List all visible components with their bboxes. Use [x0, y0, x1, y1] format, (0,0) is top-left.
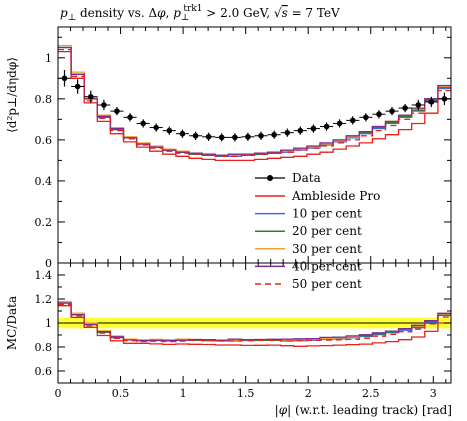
ratio-y-axis-label: MC/Data [5, 296, 19, 350]
legend-label-4: 40 per cent [292, 259, 362, 273]
series-line-4 [58, 46, 451, 156]
data-point-12 [218, 134, 225, 141]
main-ytick-label-0: 0 [45, 257, 52, 270]
ratio-ytick-label-2: 1 [45, 317, 52, 330]
data-point-13 [232, 134, 238, 141]
main-frame [57, 26, 452, 264]
series-line-1 [58, 46, 451, 157]
data-point-9 [179, 130, 186, 137]
legend-entry-2: 20 per cent [255, 224, 362, 238]
ratio-series-line-5 [58, 303, 451, 343]
data-point-1 [74, 83, 81, 90]
ratio-panel: 0.6 0.8 1 1.2 1.4 0 0.5 1 1.5 2 2.5 3 [35, 262, 452, 400]
legend-entry-0: Ambleside Pro [255, 189, 380, 203]
main-ytick-label-4: 0.8 [35, 93, 53, 106]
data-point-0 [61, 75, 68, 82]
data-point-25 [389, 108, 395, 114]
data-point-5 [127, 114, 133, 121]
xtick-label-6: 3 [430, 387, 437, 400]
data-point-7 [153, 124, 160, 131]
xtick-label-5: 2.5 [362, 387, 380, 400]
legend-entry-3: 30 per cent [255, 242, 362, 256]
legend-label-3: 30 per cent [292, 242, 362, 256]
data-point-28 [428, 99, 435, 105]
data-point-23 [363, 114, 369, 121]
data-point-6 [140, 120, 146, 127]
legend-label-5: 50 per cent [292, 277, 362, 291]
chart-title: p⊥ density vs. Δφ, p⊥trk1 > 2.0 GeV, √s … [60, 4, 340, 23]
xtick-label-2: 1 [180, 387, 187, 400]
xtick-label-0: 0 [55, 387, 62, 400]
data-point-27 [415, 102, 422, 108]
ratio-frame [57, 262, 452, 384]
series-line-3 [58, 44, 451, 156]
data-point-17 [284, 129, 291, 136]
data-point-20 [323, 123, 330, 130]
xtick-label-4: 2 [305, 387, 312, 400]
data-point-24 [376, 111, 382, 118]
ratio-ytick-label-3: 1.2 [35, 293, 53, 306]
legend-entry-4: 40 per cent [255, 259, 362, 273]
data-point-4 [114, 108, 120, 114]
data-point-10 [192, 132, 199, 139]
main-panel: 0 0.2 0.4 0.6 0.8 1 [35, 26, 452, 270]
data-point-2 [87, 93, 94, 100]
legend-entry-5: 50 per cent [255, 277, 362, 291]
data-point-18 [297, 127, 304, 134]
ratio-ytick-label-0: 0.6 [35, 365, 53, 378]
legend-label-2: 20 per cent [292, 224, 362, 238]
data-point-21 [336, 120, 343, 127]
data-point-3 [101, 102, 107, 108]
main-ytick-label-5: 1 [45, 52, 52, 65]
legend-entry-data: Data [255, 171, 321, 185]
ratio-series-line-0 [58, 305, 451, 347]
series-line-2 [58, 46, 451, 156]
data-point-22 [349, 117, 356, 124]
main-ytick-label-1: 0.2 [35, 216, 53, 229]
legend-label-1: 10 per cent [292, 207, 362, 221]
ratio-ytick-label-1: 0.8 [35, 341, 53, 354]
legend-entry-1: 10 per cent [255, 207, 362, 221]
data-point-26 [402, 105, 408, 111]
main-ytick-label-3: 0.6 [35, 134, 53, 147]
main-ytick-label-2: 0.4 [35, 175, 53, 188]
data-point-15 [258, 132, 264, 139]
legend-label-0: Ambleside Pro [291, 189, 380, 203]
ratio-ytick-label-4: 1.4 [35, 269, 53, 282]
data-point-14 [245, 133, 251, 140]
series-line-5 [58, 48, 451, 157]
data-point-19 [310, 125, 317, 132]
x-axis-label: |φ| (w.r.t. leading track) [rad] [275, 403, 452, 417]
legend-label-data: Data [292, 171, 321, 185]
xtick-label-3: 1.5 [237, 387, 255, 400]
data-point-16 [271, 131, 277, 138]
y-axis-label: ⟨d²p⊥/dηdφ⟩ [5, 57, 19, 133]
xtick-label-1: 0.5 [112, 387, 130, 400]
data-point-11 [205, 133, 212, 140]
series-line-0 [58, 50, 451, 162]
legend: Data Ambleside Pro 10 per cent 20 per cent… [255, 171, 380, 291]
data-point-8 [166, 127, 173, 134]
